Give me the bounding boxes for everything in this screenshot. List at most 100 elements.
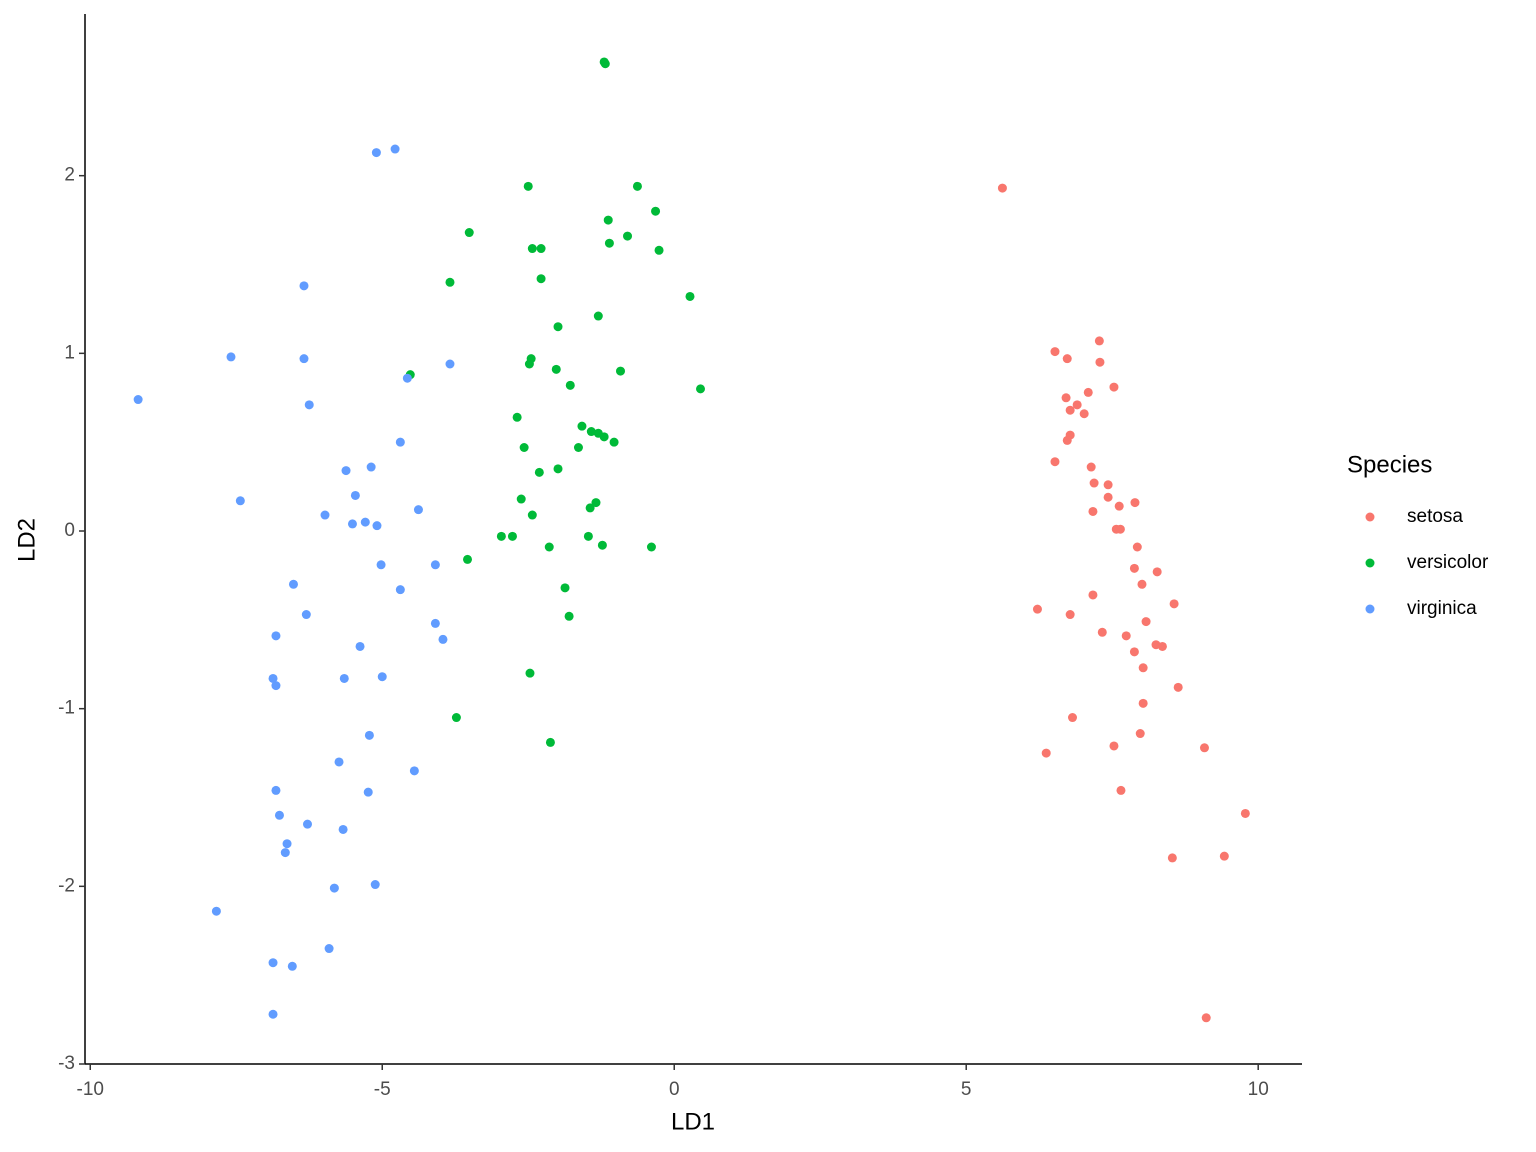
y-tick-label: 2	[64, 165, 75, 186]
point	[271, 681, 281, 691]
point	[1072, 400, 1082, 410]
point	[1062, 354, 1072, 364]
point	[586, 427, 596, 437]
y-tick-label: 1	[64, 342, 75, 363]
point	[268, 673, 278, 683]
point	[370, 880, 380, 890]
point	[1061, 393, 1071, 403]
point	[646, 542, 656, 552]
point	[133, 395, 143, 405]
point	[1065, 405, 1075, 415]
point	[463, 554, 473, 564]
point	[1079, 409, 1089, 419]
x-tick-label: -10	[77, 1079, 104, 1100]
point	[553, 322, 563, 332]
point	[1097, 627, 1107, 637]
point	[583, 531, 593, 541]
point	[320, 510, 330, 520]
point	[623, 231, 633, 241]
point	[282, 839, 292, 849]
point	[288, 579, 298, 589]
point	[551, 364, 561, 374]
point	[302, 819, 312, 829]
point	[527, 510, 537, 520]
point	[360, 517, 370, 527]
point	[299, 281, 309, 291]
legend-label: versicolor	[1407, 552, 1489, 573]
point	[402, 373, 412, 383]
point	[573, 443, 583, 453]
point	[593, 311, 603, 321]
point	[524, 359, 534, 369]
point	[301, 610, 311, 620]
point	[347, 519, 357, 529]
point	[395, 585, 405, 595]
point	[609, 437, 619, 447]
point	[1152, 567, 1162, 577]
point	[1109, 741, 1119, 751]
point	[451, 713, 461, 723]
point	[355, 641, 365, 651]
point	[603, 215, 613, 225]
point	[1129, 563, 1139, 573]
point	[395, 437, 405, 447]
x-tick-label: 0	[669, 1079, 680, 1100]
point	[1083, 387, 1093, 397]
x-tick-label: 10	[1248, 1079, 1269, 1100]
point	[553, 464, 563, 474]
point	[597, 540, 607, 550]
point	[211, 906, 221, 916]
point	[339, 673, 349, 683]
point	[364, 730, 374, 740]
point	[445, 277, 455, 287]
point	[1095, 357, 1105, 367]
point	[1065, 610, 1075, 620]
point	[1199, 743, 1209, 753]
point	[226, 352, 236, 362]
point	[1173, 682, 1183, 692]
point	[438, 634, 448, 644]
point	[1157, 641, 1167, 651]
point	[1109, 382, 1119, 392]
point	[632, 181, 642, 191]
point	[1141, 617, 1151, 627]
point	[536, 274, 546, 284]
point	[516, 494, 526, 504]
point	[271, 631, 281, 641]
point	[1115, 524, 1125, 534]
point	[372, 521, 382, 531]
point	[430, 618, 440, 628]
point	[1088, 590, 1098, 600]
point	[329, 883, 339, 893]
point	[1114, 501, 1124, 511]
point	[350, 490, 360, 500]
point	[1138, 698, 1148, 708]
point	[371, 148, 381, 158]
point	[304, 400, 314, 410]
point	[1067, 713, 1077, 723]
point	[1088, 506, 1098, 516]
point	[1050, 347, 1060, 357]
point	[577, 421, 587, 431]
point	[997, 183, 1007, 193]
legend-marker	[1365, 558, 1375, 568]
point	[1129, 647, 1139, 657]
point	[512, 412, 522, 422]
point	[1240, 808, 1250, 818]
point	[324, 944, 334, 954]
point	[1135, 729, 1145, 739]
point	[409, 766, 419, 776]
point	[585, 503, 595, 513]
point	[287, 961, 297, 971]
point	[696, 384, 706, 394]
point	[1062, 435, 1072, 445]
legend-marker	[1365, 512, 1375, 522]
x-tick-label: 5	[961, 1079, 972, 1100]
point	[1103, 492, 1113, 502]
point	[268, 958, 278, 968]
point	[519, 443, 529, 453]
point	[599, 432, 609, 442]
point	[591, 498, 601, 508]
legend-marker	[1365, 604, 1375, 614]
